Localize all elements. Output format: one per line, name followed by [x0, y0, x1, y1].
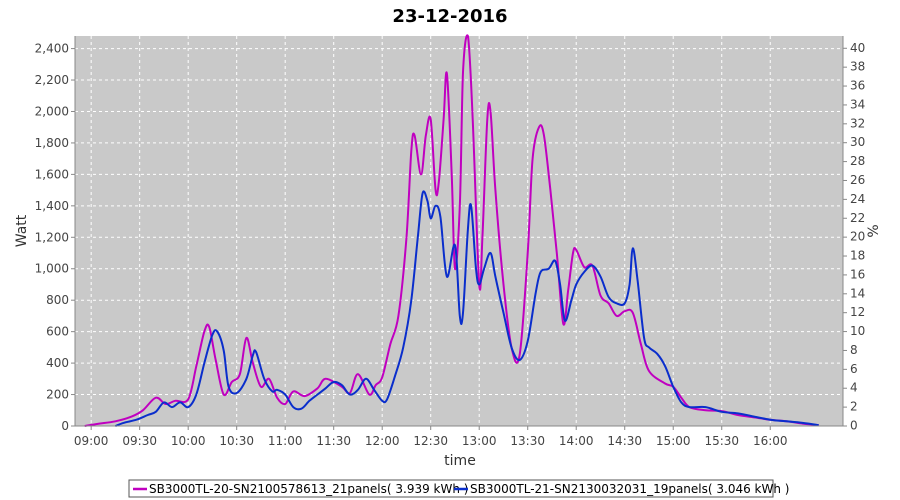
- legend: SB3000TL-20-SN2100578613_21panels( 3.939…: [128, 479, 789, 498]
- x-tick-label: 15:00: [656, 434, 691, 448]
- x-tick-label: 12:30: [413, 434, 448, 448]
- y-tick-label: 2,200: [35, 73, 69, 87]
- y-axis-ticks: 0 200 400 600 800 1,000 1,200 1,400 1,600 1,800 2,…: [35, 42, 75, 433]
- y-tick-label: 1,800: [35, 136, 69, 150]
- legend-label-series-1: SB3000TL-20-SN2100578613_21panels( 3.939…: [149, 482, 468, 496]
- y2-axis-label: %: [866, 224, 882, 237]
- x-axis-ticks: 09:00 09:30 10:00 10:30 11:00 11:30 12:00 12:30…: [74, 426, 788, 448]
- y2-tick-label: 4: [850, 381, 858, 395]
- x-tick-label: 11:30: [316, 434, 351, 448]
- y2-tick-label: 36: [850, 79, 865, 93]
- y2-tick-label: 40: [850, 41, 865, 55]
- legend-box: [128, 479, 774, 498]
- x-tick-label: 11:00: [268, 434, 303, 448]
- x-tick-label: 10:30: [219, 434, 254, 448]
- y2-tick-label: 18: [850, 249, 865, 263]
- y2-tick-label: 20: [850, 230, 865, 244]
- y-tick-label: 800: [46, 293, 69, 307]
- y-tick-label: 1,400: [35, 199, 69, 213]
- y2-tick-label: 14: [850, 286, 865, 300]
- series-2-line: [115, 190, 819, 427]
- y2-tick-label: 24: [850, 192, 865, 206]
- series-lines: [84, 34, 819, 427]
- y-tick-label: 2,400: [35, 42, 69, 56]
- x-tick-label: 12:00: [365, 434, 400, 448]
- y-tick-label: 200: [46, 388, 69, 402]
- y-tick-label: 1,000: [35, 262, 69, 276]
- y2-tick-label: 10: [850, 324, 865, 338]
- x-tick-label: 15:30: [704, 434, 739, 448]
- y2-tick-label: 38: [850, 60, 865, 74]
- x-tick-label: 13:00: [462, 434, 497, 448]
- legend-label-series-2: SB3000TL-21-SN2130032031_19panels( 3.046…: [470, 482, 789, 496]
- y2-tick-label: 34: [850, 97, 865, 111]
- x-tick-label: 16:00: [753, 434, 788, 448]
- y-tick-label: 2,000: [35, 104, 69, 118]
- y2-tick-label: 28: [850, 154, 865, 168]
- x-tick-label: 10:00: [171, 434, 206, 448]
- y2-tick-label: 8: [850, 343, 858, 357]
- x-tick-label: 09:00: [74, 434, 109, 448]
- y2-tick-label: 0: [850, 419, 858, 433]
- y2-tick-label: 26: [850, 173, 865, 187]
- y-tick-label: 1,600: [35, 167, 69, 181]
- y2-tick-label: 6: [850, 362, 858, 376]
- x-tick-label: 14:30: [607, 434, 642, 448]
- y2-tick-label: 16: [850, 267, 865, 281]
- y-tick-label: 1,200: [35, 230, 69, 244]
- x-tick-label: 13:30: [510, 434, 545, 448]
- chart-title: 23-12-2016: [392, 6, 507, 27]
- x-tick-label: 09:30: [122, 434, 157, 448]
- y2-tick-label: 12: [850, 305, 865, 319]
- y-tick-label: 600: [46, 325, 69, 339]
- y-tick-label: 400: [46, 356, 69, 370]
- y-axis-label: Watt: [14, 214, 30, 247]
- y2-tick-label: 2: [850, 400, 858, 414]
- axes: [74, 36, 844, 427]
- x-tick-label: 14:00: [559, 434, 594, 448]
- x-axis-label: time: [444, 453, 476, 469]
- y-tick-label: 0: [61, 419, 69, 433]
- y2-tick-label: 32: [850, 116, 865, 130]
- y2-tick-label: 22: [850, 211, 865, 225]
- y2-tick-label: 30: [850, 135, 865, 149]
